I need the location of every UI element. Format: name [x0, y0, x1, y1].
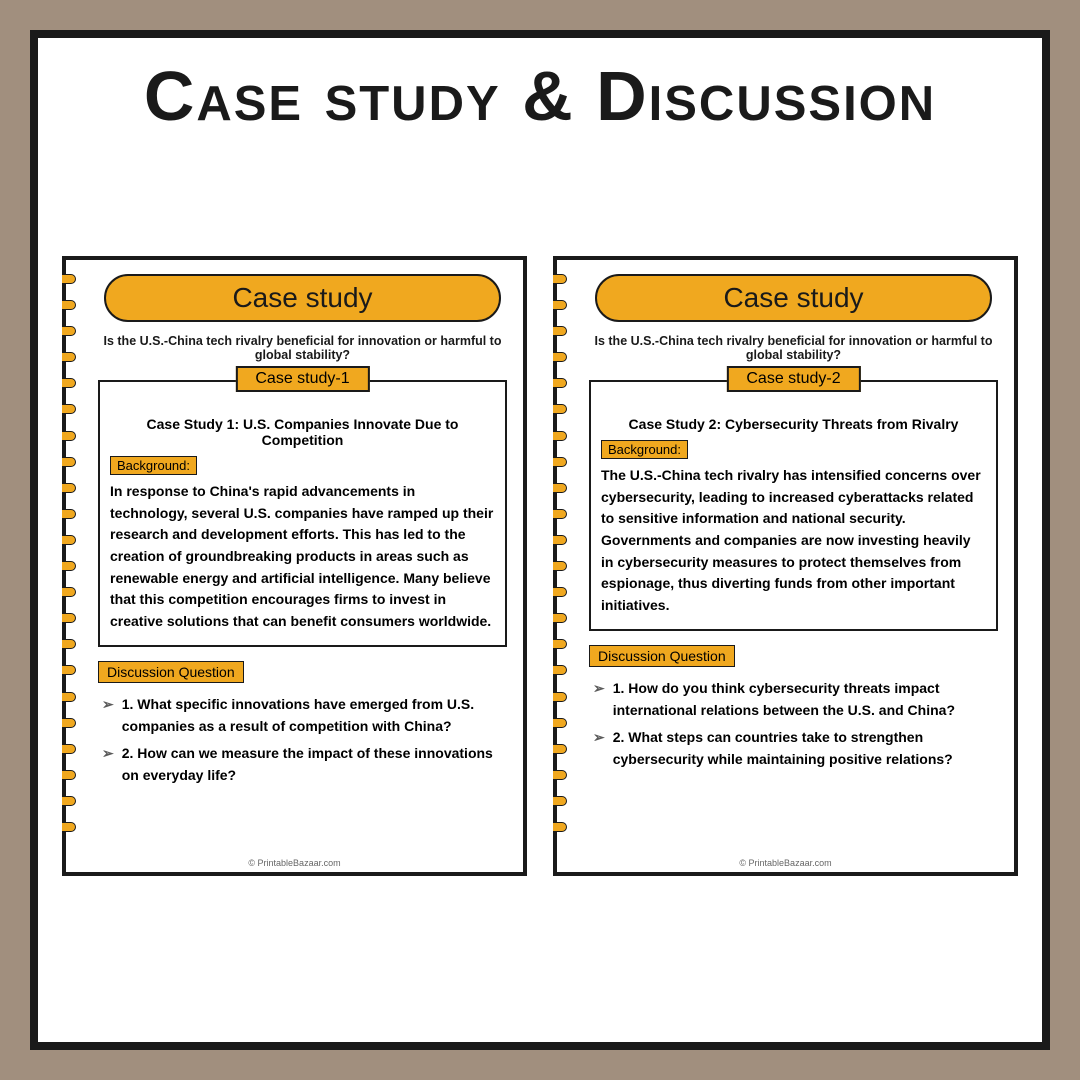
question-text: 1. How do you think cybersecurity threat…: [613, 677, 998, 722]
discussion-label: Discussion Question: [589, 645, 735, 667]
discussion-item: ➢2. What steps can countries take to str…: [593, 726, 998, 771]
page-footer: © PrintableBazaar.com: [557, 858, 1014, 868]
case-study-box: Case study-1 Case Study 1: U.S. Companie…: [98, 380, 507, 647]
discussion-item: ➢2. How can we measure the impact of the…: [102, 742, 507, 787]
topic-question: Is the U.S.-China tech rivalry beneficia…: [593, 334, 994, 362]
discussion-label: Discussion Question: [98, 661, 244, 683]
chevron-icon: ➢: [102, 742, 114, 787]
question-text: 2. What steps can countries take to stre…: [613, 726, 998, 771]
chevron-icon: ➢: [102, 693, 114, 738]
discussion-list: ➢1. What specific innovations have emerg…: [98, 693, 507, 787]
page-footer: © PrintableBazaar.com: [66, 858, 523, 868]
case-title: Case Study 2: Cybersecurity Threats from…: [601, 416, 986, 432]
case-tab: Case study-2: [726, 366, 860, 392]
background-label: Background:: [110, 456, 197, 475]
page-banner: Case study: [595, 274, 992, 322]
question-text: 1. What specific innovations have emerge…: [122, 693, 507, 738]
chevron-icon: ➢: [593, 726, 605, 771]
chevron-icon: ➢: [593, 677, 605, 722]
main-title: Case study & Discussion: [38, 56, 1042, 136]
background-text: In response to China's rapid advancement…: [110, 481, 495, 633]
background-text: The U.S.-China tech rivalry has intensif…: [601, 465, 986, 617]
worksheet-page-2: Case study Is the U.S.-China tech rivalr…: [553, 256, 1018, 876]
discussion-list: ➢1. How do you think cybersecurity threa…: [589, 677, 998, 771]
discussion-item: ➢1. What specific innovations have emerg…: [102, 693, 507, 738]
case-title: Case Study 1: U.S. Companies Innovate Du…: [110, 416, 495, 448]
discussion-item: ➢1. How do you think cybersecurity threa…: [593, 677, 998, 722]
worksheet-page-1: Case study Is the U.S.-China tech rivalr…: [62, 256, 527, 876]
document-frame: Case study & Discussion Case study Is th…: [30, 30, 1050, 1050]
spiral-binding: [62, 274, 82, 832]
page-banner: Case study: [104, 274, 501, 322]
background-label: Background:: [601, 440, 688, 459]
question-text: 2. How can we measure the impact of thes…: [122, 742, 507, 787]
case-study-box: Case study-2 Case Study 2: Cybersecurity…: [589, 380, 998, 631]
case-tab: Case study-1: [235, 366, 369, 392]
pages-row: Case study Is the U.S.-China tech rivalr…: [38, 256, 1042, 876]
topic-question: Is the U.S.-China tech rivalry beneficia…: [102, 334, 503, 362]
spiral-binding: [553, 274, 573, 832]
